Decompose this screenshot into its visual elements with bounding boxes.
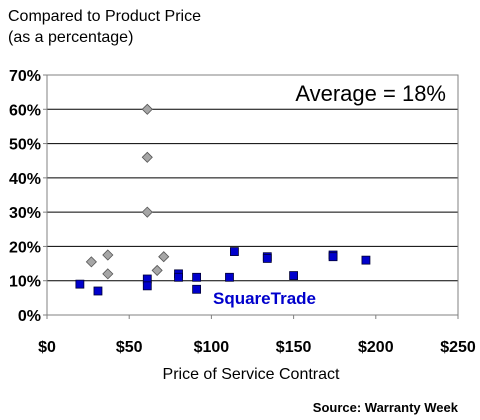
y-tick-label: 40% xyxy=(9,171,41,188)
plot-area xyxy=(46,74,459,316)
y-tick-label: 20% xyxy=(9,239,41,256)
y-axis-title: Compared to Product Price (as a percenta… xyxy=(8,6,201,48)
squaretrade-point xyxy=(75,279,85,289)
squaretrade-point xyxy=(192,272,202,282)
squaretrade-point xyxy=(230,247,239,256)
squaretrade-point xyxy=(361,255,371,265)
x-tick-label: $150 xyxy=(276,339,312,356)
squaretrade-point xyxy=(328,252,338,262)
diamond-point xyxy=(85,256,97,268)
squaretrade-point xyxy=(192,284,202,294)
data-points xyxy=(75,103,371,296)
squaretrade-point xyxy=(142,281,152,291)
x-tick-label: $50 xyxy=(116,339,143,356)
y-tick-label: 10% xyxy=(9,274,41,291)
x-tick-label: $200 xyxy=(358,339,394,356)
x-tick-label: $100 xyxy=(194,339,230,356)
y-tick-label: 30% xyxy=(9,205,41,222)
x-tick-label: $250 xyxy=(440,339,476,356)
squaretrade-point xyxy=(93,286,103,296)
squaretrade-point xyxy=(225,272,234,282)
x-axis-ticks: $0 $50 $100 $150 $200 $250 xyxy=(38,315,476,356)
gridlines xyxy=(47,108,458,282)
squaretrade-point xyxy=(289,271,299,280)
diamond-point xyxy=(141,103,153,115)
y-axis-title-line-2: (as a percentage) xyxy=(8,29,134,46)
x-axis-title: Price of Service Contract xyxy=(163,366,341,383)
diamond-point xyxy=(141,206,153,218)
squaretrade-point xyxy=(174,272,183,282)
y-tick-label: 0% xyxy=(18,308,41,325)
y-tick-label: 50% xyxy=(9,137,41,154)
squaretrade-label: SquareTrade xyxy=(213,289,316,308)
diamond-point xyxy=(141,151,153,163)
x-tick-label: $0 xyxy=(38,339,56,356)
y-tick-label: 70% xyxy=(9,68,41,85)
diamond-point xyxy=(151,264,163,276)
squaretrade-point xyxy=(262,254,272,263)
diamond-point xyxy=(102,268,114,280)
diamond-point xyxy=(102,249,114,261)
y-axis-ticks: 0% 10% 20% 30% 40% 50% 60% 70% xyxy=(9,68,47,325)
source-note: Source: Warranty Week xyxy=(312,400,458,415)
y-tick-label: 60% xyxy=(9,102,41,119)
average-annotation: Average = 18% xyxy=(295,81,446,106)
y-axis-title-line-1: Compared to Product Price xyxy=(8,8,201,25)
diamond-point xyxy=(158,251,170,263)
